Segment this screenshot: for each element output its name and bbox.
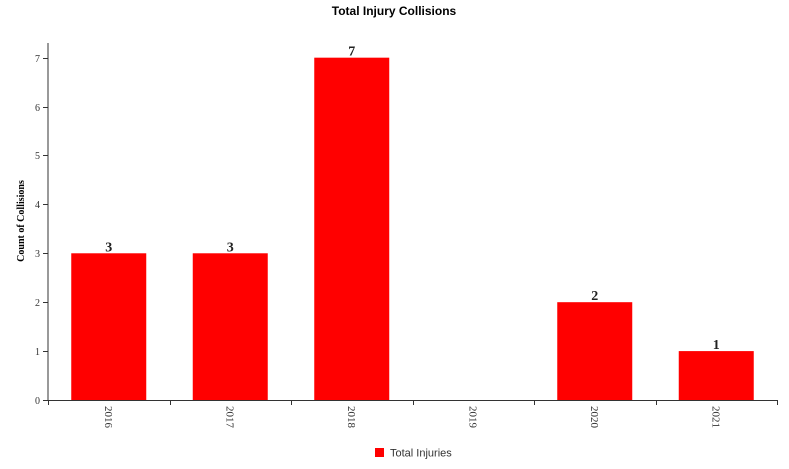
bar-data-label: 1 xyxy=(713,338,720,353)
y-tick-label: 6 xyxy=(35,103,40,114)
bar-data-label: 2 xyxy=(591,289,598,304)
y-tick-label: 5 xyxy=(35,151,40,162)
x-tick-label: 2021 xyxy=(709,406,721,428)
y-tick-label: 0 xyxy=(35,396,40,407)
bar-data-label: 3 xyxy=(105,240,112,255)
bar-series xyxy=(71,57,754,400)
y-axis: 0 1 2 3 4 5 6 7 xyxy=(35,43,49,407)
legend-swatch xyxy=(375,448,384,457)
bar[interactable] xyxy=(71,253,147,400)
y-tick-label: 1 xyxy=(35,347,40,358)
y-tick-label: 7 xyxy=(35,54,40,65)
x-tick-label: 2017 xyxy=(223,406,235,429)
bar[interactable] xyxy=(557,302,633,400)
x-tick-label: 2016 xyxy=(102,406,114,429)
bar-data-label: 3 xyxy=(227,240,234,255)
legend-label: Total Injuries xyxy=(390,448,452,460)
chart-title: Total Injury Collisions xyxy=(332,4,457,18)
x-tick-label: 2020 xyxy=(588,406,600,429)
y-tick-label: 3 xyxy=(35,249,40,260)
x-tick-label: 2019 xyxy=(466,406,478,429)
x-tick-label: 2018 xyxy=(345,406,357,429)
bar[interactable] xyxy=(678,351,754,400)
data-labels: 3 3 7 2 1 xyxy=(105,45,720,353)
y-tick-label: 2 xyxy=(35,298,40,309)
y-tick-label: 4 xyxy=(35,200,40,211)
bar-data-label: 7 xyxy=(348,45,355,60)
x-axis: 2016 2017 2018 2019 2020 2021 xyxy=(48,400,778,429)
y-axis-label: Count of Collisions xyxy=(16,180,27,262)
bar[interactable] xyxy=(314,57,390,400)
bar[interactable] xyxy=(192,253,268,400)
legend[interactable]: Total Injuries xyxy=(375,448,452,460)
